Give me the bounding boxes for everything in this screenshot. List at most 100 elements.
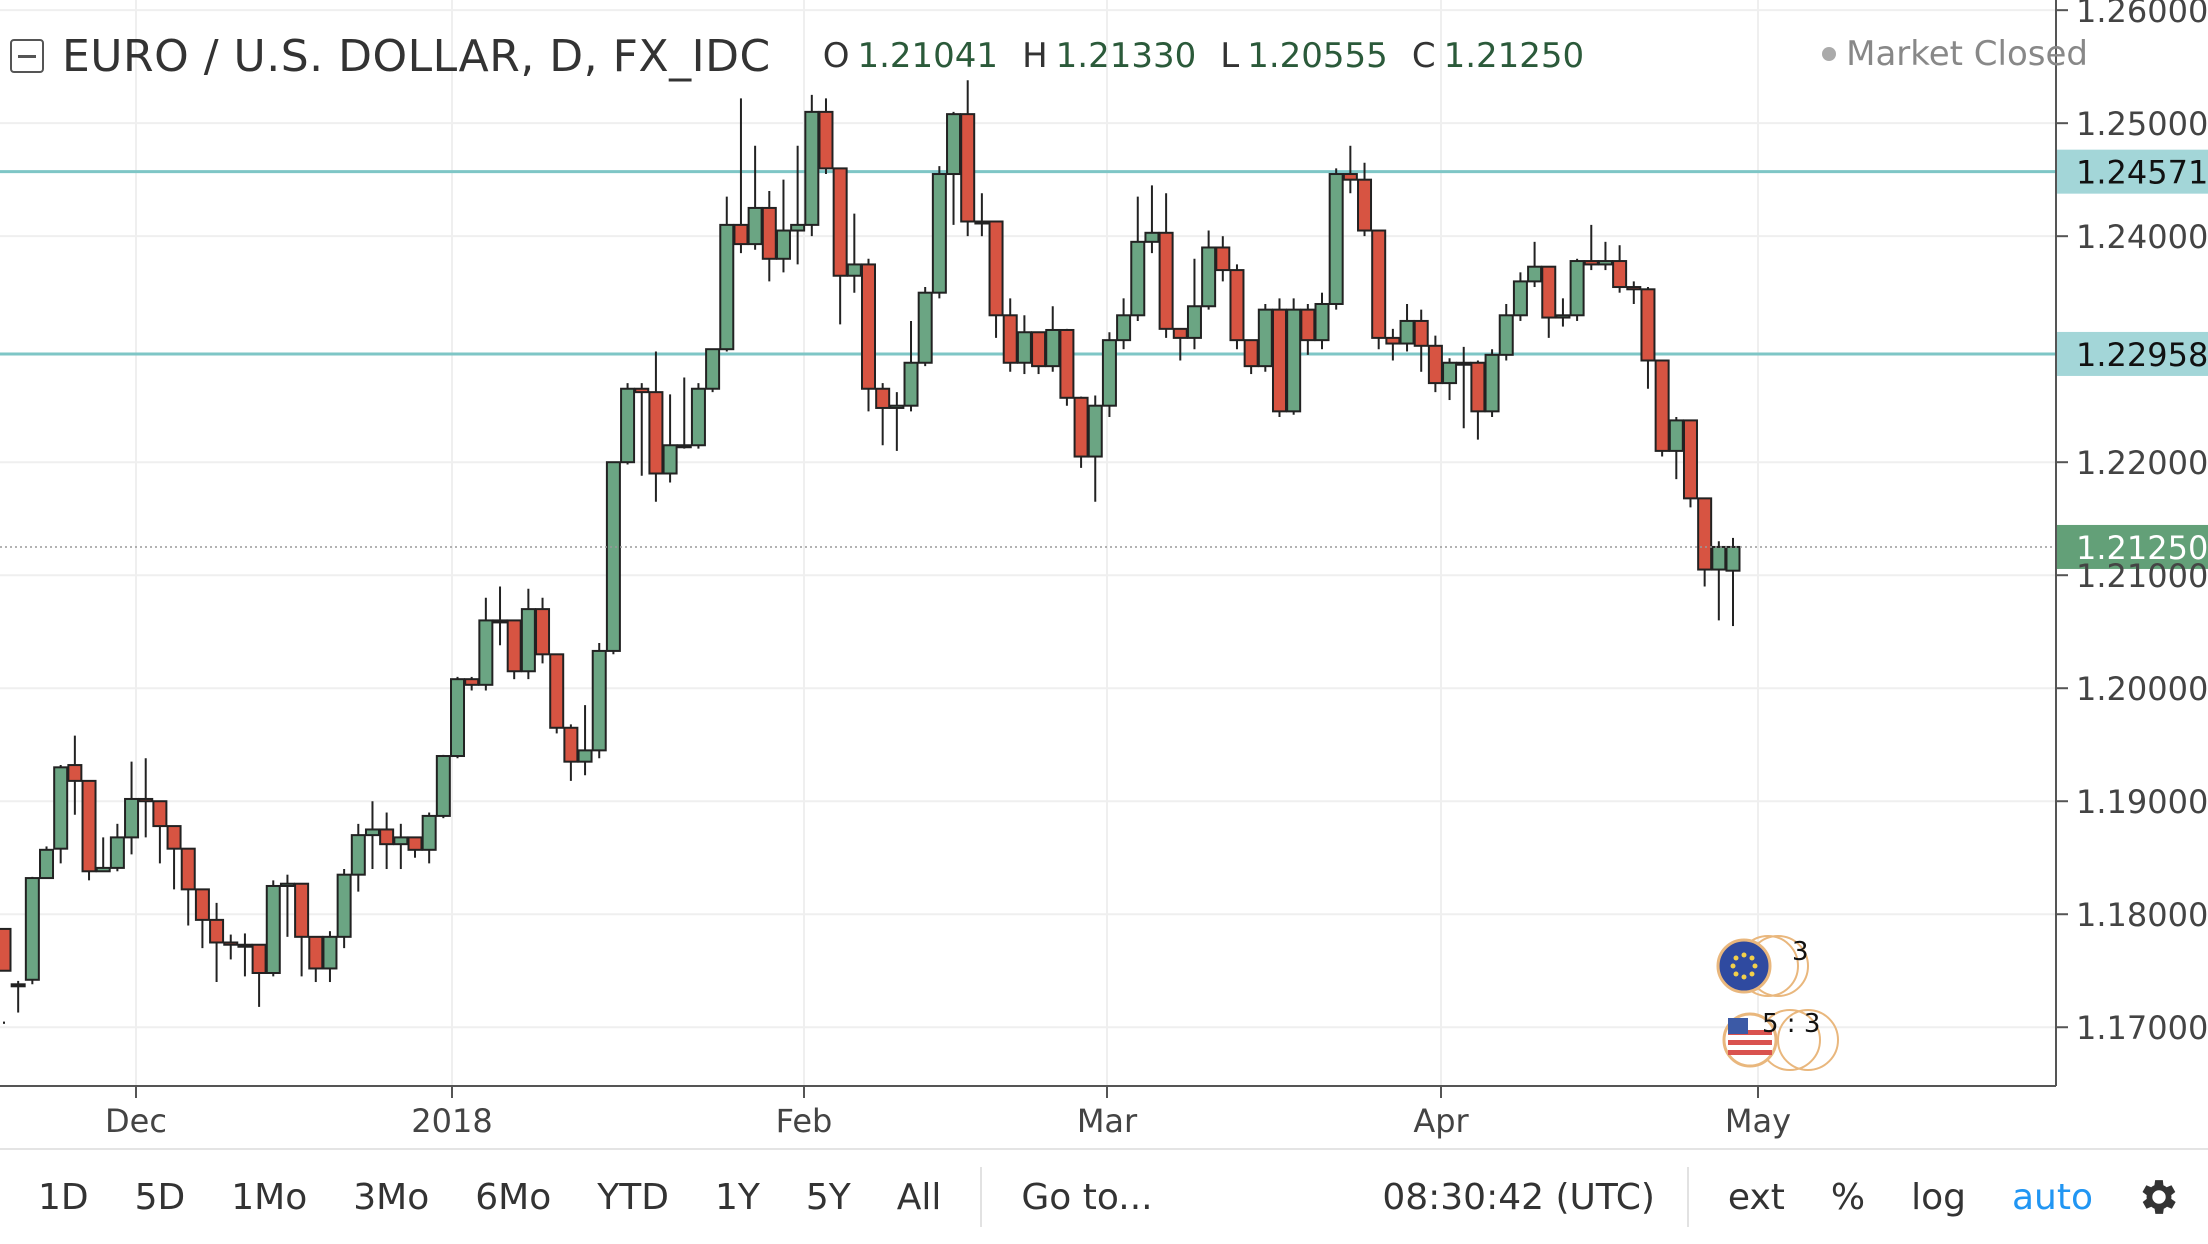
candle-up <box>1087 404 1103 458</box>
candle-down <box>861 263 876 390</box>
range-3mo-button[interactable]: 3Mo <box>353 1176 430 1218</box>
candle-up <box>1286 308 1302 413</box>
candle-up <box>917 291 933 364</box>
high-value: 1.21330 <box>1055 36 1197 76</box>
collapse-icon[interactable] <box>10 39 44 73</box>
candle-down <box>223 941 239 946</box>
gear-icon[interactable] <box>2136 1174 2182 1220</box>
last-price-label: 1.21250 <box>2076 529 2208 567</box>
high-label: H <box>1022 36 1048 76</box>
candle-up <box>1016 331 1032 364</box>
candle-up <box>1144 231 1160 243</box>
candle-down <box>379 828 395 846</box>
candle-down <box>733 223 749 246</box>
last-price-tag <box>2056 524 2208 569</box>
candle-down <box>535 608 551 656</box>
range-all-button[interactable]: All <box>896 1176 942 1218</box>
goto-button[interactable]: Go to... <box>1021 1176 1153 1218</box>
market-status-label: Market Closed <box>1846 34 2088 74</box>
range-ytd-button[interactable]: YTD <box>597 1176 669 1218</box>
candle-down <box>1626 286 1642 291</box>
eu-flag-icon <box>1716 938 1772 994</box>
log-toggle[interactable]: log <box>1911 1176 1966 1218</box>
candle-up <box>1555 314 1571 319</box>
horizontal-levels: 1.24571 1.22958 <box>0 149 2208 376</box>
candle-down <box>1413 319 1429 347</box>
candle-down <box>1654 359 1670 452</box>
candle-up <box>1328 173 1344 305</box>
ext-toggle[interactable]: ext <box>1727 1176 1785 1218</box>
range-1y-button[interactable]: 1Y <box>714 1176 760 1218</box>
open-value: 1.21041 <box>857 36 999 76</box>
candle-down <box>1541 265 1557 319</box>
candle-up <box>1101 339 1117 407</box>
candle-up <box>1456 361 1472 366</box>
candle-down <box>166 825 182 850</box>
chart-header: EURO / U.S. DOLLAR, D, FX_IDC O 1.21041 … <box>10 26 1608 86</box>
candle-up <box>1314 302 1330 342</box>
candle-up <box>435 755 451 817</box>
candle-down <box>1470 361 1486 413</box>
price-tick-label: 1.20000 <box>2076 670 2208 708</box>
candle-up <box>124 797 140 839</box>
range-1mo-button[interactable]: 1Mo <box>231 1176 308 1218</box>
candle-up <box>747 206 763 246</box>
candle-up <box>1201 246 1217 308</box>
close-label: C <box>1411 36 1436 76</box>
candle-up <box>265 884 281 974</box>
candle-up <box>279 882 295 887</box>
candle-up <box>690 387 706 447</box>
candle-up <box>1498 314 1514 356</box>
candle-down <box>1300 308 1316 342</box>
candle-up <box>1045 328 1061 368</box>
candle-down <box>194 888 210 921</box>
percent-toggle[interactable]: % <box>1830 1176 1866 1218</box>
candle-up <box>492 619 508 624</box>
candle-up <box>322 935 338 970</box>
range-5y-button[interactable]: 5Y <box>805 1176 851 1218</box>
auto-toggle[interactable]: auto <box>2011 1176 2093 1218</box>
candle-up <box>393 836 409 846</box>
candle-down <box>0 927 12 972</box>
eu-event-count: 3 <box>1792 937 1809 967</box>
toolbar-divider <box>980 1167 983 1227</box>
candle-up <box>974 220 990 225</box>
candle-down <box>209 918 225 944</box>
candle-up <box>1569 260 1585 317</box>
candle-up <box>931 173 947 294</box>
range-6mo-button[interactable]: 6Mo <box>475 1176 552 1218</box>
candle-down <box>1243 339 1259 368</box>
low-value: 1.20555 <box>1247 36 1388 76</box>
range-1d-button[interactable]: 1D <box>38 1176 89 1218</box>
time-axis: Dec 2018 Feb Mar Apr May <box>105 1086 1791 1140</box>
candle-up <box>24 877 40 981</box>
candle-up <box>889 404 905 409</box>
candle-down <box>180 847 196 891</box>
candle-down <box>1002 314 1018 364</box>
candle-up <box>605 461 621 652</box>
candle-up <box>350 834 366 876</box>
eu-event-marker[interactable]: 3 <box>1716 935 1809 997</box>
candle-up <box>946 113 962 176</box>
candle-down <box>1229 269 1245 342</box>
bottom-toolbar: 1D 5D 1Mo 3Mo 6Mo YTD 1Y 5Y All Go to...… <box>0 1148 2208 1244</box>
time-tick-label: Dec <box>105 1102 167 1140</box>
candle-up <box>1186 305 1202 339</box>
price-tick-label: 1.21000 <box>2076 557 2208 595</box>
candle-up <box>577 749 593 763</box>
us-event-marker[interactable]: 5 : 3 <box>1722 1009 1839 1071</box>
candle-down <box>152 800 168 828</box>
candle-down <box>634 387 650 394</box>
candle-down <box>1682 419 1698 500</box>
candle-down <box>875 387 891 409</box>
candle-up <box>336 873 352 938</box>
candle-up <box>719 223 735 351</box>
candle-up <box>620 387 636 464</box>
candle-up <box>1116 314 1132 342</box>
time-tick-label: 2018 <box>411 1102 492 1140</box>
candle-down <box>1271 308 1287 413</box>
candle-up <box>1711 545 1727 571</box>
range-5d-button[interactable]: 5D <box>134 1176 186 1218</box>
utc-clock[interactable]: 08:30:42 (UTC) <box>1382 1176 1655 1218</box>
